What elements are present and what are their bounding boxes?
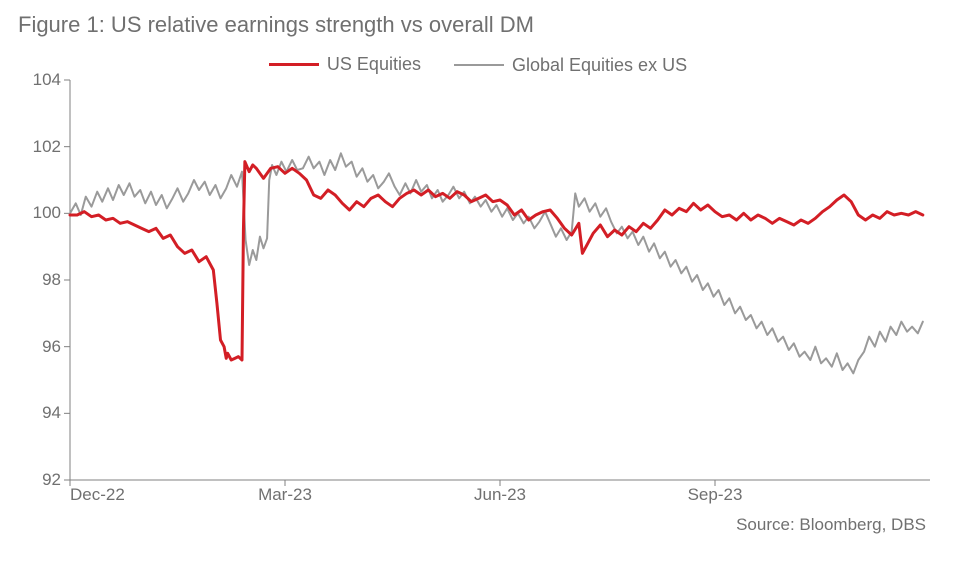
chart-container: Figure 1: US relative earnings strength … (0, 0, 956, 563)
plot-svg (70, 80, 930, 480)
y-tick-label: 100 (11, 203, 61, 223)
y-tick-label: 96 (11, 337, 61, 357)
legend-item-us: US Equities (269, 54, 421, 75)
y-tick-label: 98 (11, 270, 61, 290)
x-tick-label: Dec-22 (70, 485, 125, 505)
x-tick-label: Mar-23 (258, 485, 312, 505)
x-tick-label: Jun-23 (474, 485, 526, 505)
legend-item-global: Global Equities ex US (454, 55, 687, 76)
legend: US Equities Global Equities ex US (0, 50, 956, 76)
series-global-equities-ex-us (70, 153, 923, 373)
legend-swatch-global (454, 64, 504, 66)
source-label: Source: Bloomberg, DBS (736, 515, 926, 535)
y-tick-label: 104 (11, 70, 61, 90)
x-tick-label: Sep-23 (688, 485, 743, 505)
legend-label-global: Global Equities ex US (512, 55, 687, 76)
legend-swatch-us (269, 63, 319, 66)
y-tick-label: 94 (11, 403, 61, 423)
series-us-equities (70, 162, 923, 360)
y-tick-label: 92 (11, 470, 61, 490)
legend-label-us: US Equities (327, 54, 421, 75)
y-tick-label: 102 (11, 137, 61, 157)
plot-area (70, 80, 930, 480)
chart-title: Figure 1: US relative earnings strength … (18, 12, 534, 38)
